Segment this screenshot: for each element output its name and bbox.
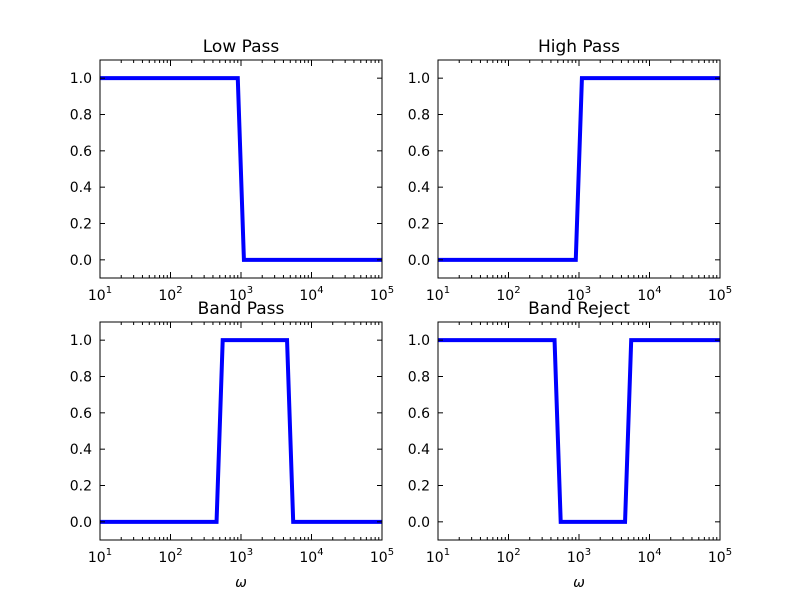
- subplot-2: 0.0 0.2 0.4 0.6 0.8 1.0 101 102 103 104 105 High Pa…: [408, 37, 732, 304]
- x-tick-label: 102: [496, 547, 520, 566]
- y-tick-label: 0.6: [70, 406, 92, 422]
- x-tick-label: 103: [567, 285, 591, 304]
- subplot-title: Band Reject: [528, 299, 630, 319]
- x-tick-label: 102: [158, 285, 182, 304]
- subplot-4: 0.0 0.2 0.4 0.6 0.8 1.0 101 102 103 104 105 Band Re…: [408, 299, 732, 591]
- subplot-title: Low Pass: [203, 37, 280, 57]
- x-tick-label: 105: [370, 285, 394, 304]
- x-tick-label: 104: [299, 547, 323, 566]
- y-tick-label: 0.8: [408, 370, 430, 386]
- axes-frame: [99, 321, 383, 541]
- axes-frame: [437, 321, 721, 541]
- y-tick-label: 0.4: [408, 180, 430, 196]
- subplot-title: Band Pass: [198, 299, 285, 319]
- y-tick-label: 0.0: [408, 253, 430, 269]
- x-tick-label: 104: [637, 285, 661, 304]
- x-tick-label: 103: [567, 547, 591, 566]
- subplot-3: 0.0 0.2 0.4 0.6 0.8 1.0 101 102 103 104 105 Band Pa…: [70, 299, 394, 591]
- x-tick-label: 103: [229, 547, 253, 566]
- x-axis-label: ω: [235, 575, 247, 591]
- y-tick-label: 0.2: [70, 217, 92, 233]
- y-tick-label: 0.0: [408, 515, 430, 531]
- y-tick-label: 0.4: [70, 180, 92, 196]
- y-tick-label: 1.0: [408, 333, 430, 349]
- y-tick-label: 0.0: [70, 515, 92, 531]
- series-line-1: [100, 76, 382, 262]
- y-tick-label: 0.6: [70, 144, 92, 160]
- y-tick-label: 0.4: [70, 442, 92, 458]
- y-tick-label: 0.6: [408, 144, 430, 160]
- series-line-1: [438, 338, 720, 524]
- y-tick-label: 0.4: [408, 442, 430, 458]
- y-tick-label: 0.8: [70, 370, 92, 386]
- x-tick-label: 102: [496, 285, 520, 304]
- x-tick-label: 101: [88, 547, 112, 566]
- y-tick-label: 1.0: [70, 333, 92, 349]
- x-tick-label: 104: [637, 547, 661, 566]
- x-tick-label: 105: [708, 547, 732, 566]
- x-tick-label: 101: [426, 285, 450, 304]
- y-tick-label: 0.0: [70, 253, 92, 269]
- y-tick-label: 0.8: [70, 108, 92, 124]
- x-tick-label: 103: [229, 285, 253, 304]
- y-tick-label: 1.0: [70, 71, 92, 87]
- x-tick-label: 101: [426, 547, 450, 566]
- series-line-1: [438, 76, 720, 262]
- x-tick-label: 102: [158, 547, 182, 566]
- y-tick-label: 0.2: [70, 479, 92, 495]
- x-tick-label: 105: [370, 547, 394, 566]
- axes-frame: [437, 59, 721, 279]
- y-tick-label: 1.0: [408, 71, 430, 87]
- y-tick-label: 0.8: [408, 108, 430, 124]
- x-tick-label: 105: [708, 285, 732, 304]
- x-tick-label: 101: [88, 285, 112, 304]
- subplot-1: 0.0 0.2 0.4 0.6 0.8 1.0 101 102 103 104 105 Low Pas…: [70, 37, 394, 304]
- series-line-1: [100, 338, 382, 524]
- y-tick-label: 0.2: [408, 217, 430, 233]
- x-axis-label: ω: [573, 575, 585, 591]
- y-tick-label: 0.2: [408, 479, 430, 495]
- axes-frame: [99, 59, 383, 279]
- x-tick-label: 104: [299, 285, 323, 304]
- y-tick-label: 0.6: [408, 406, 430, 422]
- subplot-title: High Pass: [538, 37, 620, 57]
